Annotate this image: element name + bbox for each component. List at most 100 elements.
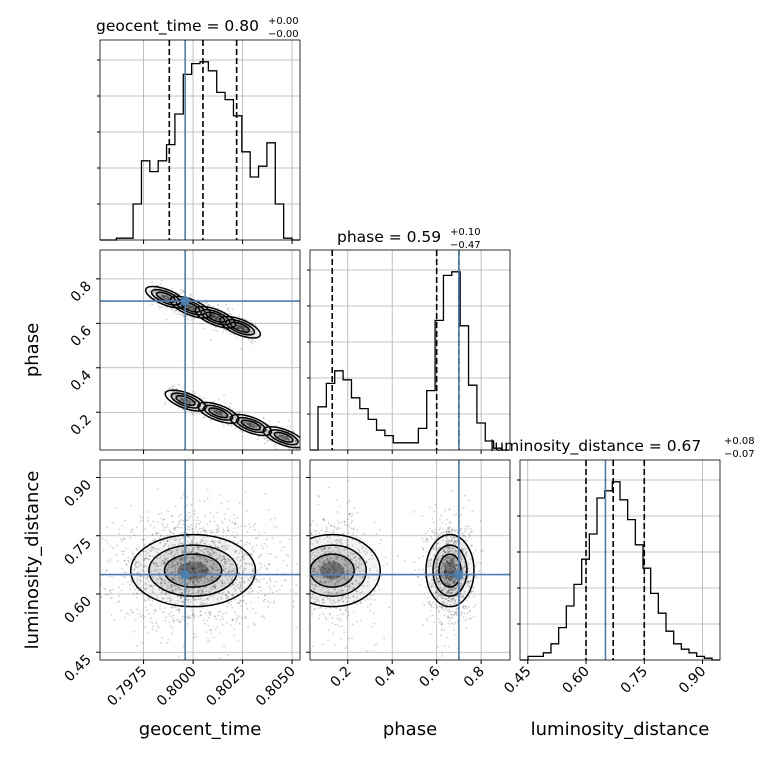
scatter-point <box>192 568 194 570</box>
scatter-point <box>429 564 432 567</box>
scatter-point <box>343 631 345 634</box>
scatter-point <box>339 548 342 551</box>
scatter-point <box>204 531 207 534</box>
scatter-point <box>123 559 126 562</box>
density-level <box>185 304 196 310</box>
scatter-point <box>437 559 440 561</box>
scatter-point <box>169 392 172 395</box>
scatter-point <box>253 550 255 553</box>
scatter-point <box>243 326 246 329</box>
scatter-point <box>336 555 339 558</box>
scatter-point <box>327 559 329 562</box>
scatter-point <box>336 580 339 583</box>
scatter-point <box>213 317 216 320</box>
scatter-point <box>204 571 207 574</box>
scatter-point <box>151 591 154 594</box>
scatter-point <box>226 601 229 604</box>
scatter-point <box>302 554 304 556</box>
scatter-point <box>451 547 454 550</box>
scatter-point <box>262 599 265 602</box>
scatter-point <box>236 601 239 604</box>
scatter-point <box>263 436 265 439</box>
scatter-point <box>157 624 159 627</box>
scatter-point <box>268 424 271 427</box>
scatter-point <box>246 422 249 425</box>
scatter-point <box>206 578 209 581</box>
scatter-point <box>453 557 456 560</box>
scatter-point <box>428 581 431 584</box>
scatter-point <box>227 570 230 572</box>
scatter-point <box>190 318 193 321</box>
scatter-point <box>202 589 205 592</box>
scatter-point <box>217 597 219 600</box>
scatter-point <box>168 545 170 547</box>
scatter-point <box>224 513 227 516</box>
scatter-point <box>249 319 251 322</box>
scatter-point <box>187 563 190 566</box>
scatter-point <box>180 597 182 600</box>
scatter-point <box>182 315 185 318</box>
scatter-point <box>339 638 342 640</box>
scatter-point <box>443 577 445 579</box>
scatter-point <box>161 577 163 580</box>
scatter-point <box>353 553 355 556</box>
scatter-point <box>233 611 236 613</box>
scatter-point <box>294 586 296 588</box>
scatter-point <box>224 560 226 563</box>
scatter-point <box>284 438 286 441</box>
scatter-point <box>125 571 128 574</box>
scatter-point <box>150 549 153 552</box>
scatter-point <box>226 308 229 311</box>
scatter-point <box>176 561 179 564</box>
density-level <box>245 422 257 428</box>
scatter-point <box>228 602 231 605</box>
scatter-point <box>340 571 342 574</box>
scatter-point <box>152 546 155 549</box>
scatter-point <box>181 546 184 549</box>
scatter-point <box>450 537 453 540</box>
truth-marker <box>181 297 190 306</box>
scatter-point <box>268 508 270 511</box>
scatter-point <box>205 631 208 634</box>
scatter-point <box>447 552 450 554</box>
scatter-point <box>443 569 446 572</box>
scatter-point <box>202 539 204 541</box>
scatter-point <box>356 511 359 514</box>
scatter-point <box>331 622 334 624</box>
scatter-point <box>201 590 204 593</box>
scatter-point <box>455 559 458 562</box>
scatter-point <box>173 564 176 567</box>
scatter-point <box>333 568 336 571</box>
geocent-time-histogram-panel <box>97 39 301 241</box>
scatter-point <box>105 570 108 572</box>
scatter-point <box>461 611 463 613</box>
scatter-point <box>143 558 146 561</box>
scatter-point <box>223 322 226 325</box>
scatter-point <box>160 584 163 587</box>
scatter-point <box>324 551 327 554</box>
scatter-point <box>205 561 208 563</box>
scatter-point <box>334 584 337 587</box>
scatter-point <box>239 550 242 553</box>
scatter-point <box>443 586 446 589</box>
scatter-point <box>316 555 319 557</box>
scatter-point <box>320 529 323 532</box>
scatter-point <box>355 555 357 558</box>
scatter-point <box>445 580 448 583</box>
scatter-point <box>164 582 167 585</box>
scatter-point <box>214 315 217 318</box>
scatter-point <box>349 570 352 572</box>
scatter-point <box>247 625 249 628</box>
scatter-point <box>223 568 226 571</box>
scatter-point <box>181 601 184 603</box>
scatter-point <box>296 602 298 604</box>
scatter-point <box>437 533 440 536</box>
scatter-point <box>240 347 242 350</box>
scatter-point <box>369 567 371 570</box>
scatter-point <box>225 534 228 537</box>
scatter-point <box>297 557 299 559</box>
density-level <box>310 534 381 607</box>
scatter-point <box>212 551 215 554</box>
scatter-point <box>255 425 258 428</box>
scatter-point <box>143 565 145 568</box>
